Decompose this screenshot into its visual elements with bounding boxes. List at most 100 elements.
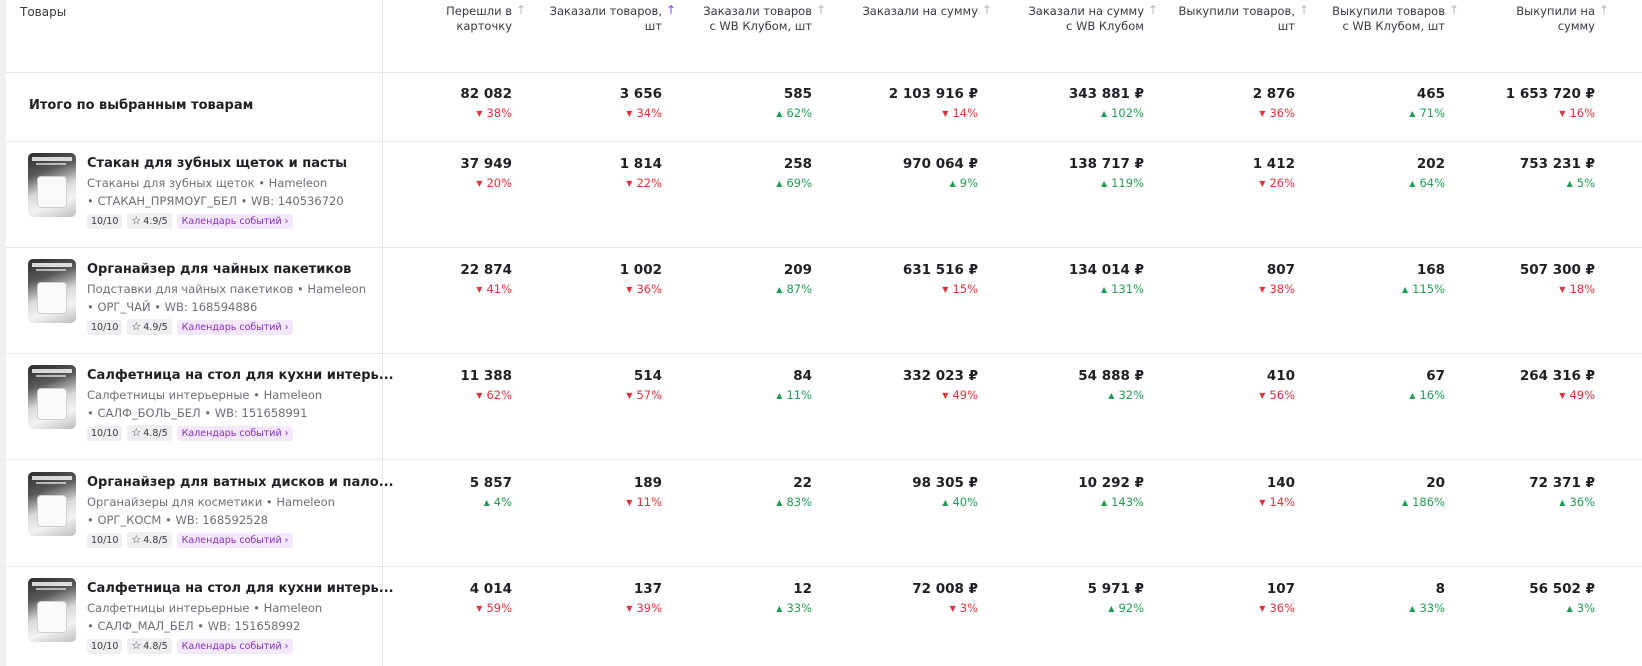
column-header-5[interactable]: Заказали на сумму с WB Клубом ↑ bbox=[1004, 3, 1158, 34]
row-divider bbox=[6, 353, 1642, 354]
triangle-down-icon: ▼ bbox=[1259, 109, 1266, 118]
product-cell-change: ▼ 56% bbox=[1155, 388, 1295, 402]
thumbnail-caption-bar bbox=[32, 263, 72, 267]
chevron-right-icon: › bbox=[281, 427, 289, 439]
product-name[interactable]: Органайзер для чайных пакетиков bbox=[87, 262, 352, 277]
product-cell-change: ▼ 49% bbox=[1455, 388, 1595, 402]
sort-arrow-up-icon[interactable]: ↑ bbox=[1298, 3, 1309, 17]
product-cell-value: 8 bbox=[1435, 581, 1445, 597]
product-name[interactable]: Салфетница на стол для кухни интерь... bbox=[87, 368, 394, 383]
product-name[interactable]: Органайзер для ватных дисков и пало... bbox=[87, 475, 394, 490]
product-name[interactable]: Стакан для зубных щеток и пасты bbox=[87, 156, 347, 171]
event-calendar-tag[interactable]: Календарь событий › bbox=[176, 319, 294, 335]
column-header-1[interactable]: Перешли в карточку ↑ bbox=[372, 3, 526, 34]
product-cell-value: 5 857 bbox=[469, 475, 512, 491]
product-sku: • САЛФ_МАЛ_БЕЛ • WB: 151658992 bbox=[87, 619, 301, 633]
thumbnail-caption-bar bbox=[32, 582, 72, 586]
product-cell-change: ▼ 11% bbox=[522, 495, 662, 509]
sort-arrow-up-icon[interactable]: ↑ bbox=[515, 3, 526, 17]
product-cell-change-text: 33% bbox=[786, 601, 812, 615]
product-cell-change-text: 33% bbox=[1419, 601, 1445, 615]
product-cell-change-text: 15% bbox=[952, 282, 978, 296]
product-thumbnail[interactable] bbox=[28, 259, 76, 323]
triangle-up-icon: ▲ bbox=[1100, 285, 1108, 294]
product-cell-change: ▲ 11% bbox=[672, 388, 812, 402]
column-header-8[interactable]: Выкупили на сумму ↑ bbox=[1455, 3, 1609, 34]
product-cell-change-text: 14% bbox=[1269, 495, 1295, 509]
triangle-up-icon: ▲ bbox=[1401, 498, 1409, 507]
triangle-up-icon: ▲ bbox=[776, 109, 783, 118]
product-tags: 10/10 ☆ 4.9/5 Календарь событий › bbox=[87, 319, 294, 335]
column-header-6[interactable]: Выкупили товаров, шт ↑ bbox=[1155, 3, 1309, 34]
product-cell-value: 98 305 ₽ bbox=[912, 475, 978, 491]
event-calendar-tag[interactable]: Календарь событий › bbox=[176, 425, 294, 441]
triangle-up-icon: ▲ bbox=[1401, 285, 1409, 294]
triangle-down-icon: ▼ bbox=[1559, 109, 1566, 118]
totals-cell-value: 82 082 bbox=[460, 86, 512, 102]
product-score-badge: 10/10 bbox=[87, 319, 123, 335]
product-cell-value: 189 bbox=[633, 475, 662, 491]
product-cell-value: 11 388 bbox=[460, 368, 512, 384]
product-cell-value: 631 516 ₽ bbox=[902, 262, 978, 278]
product-cell-value: 168 bbox=[1416, 262, 1445, 278]
sort-arrow-up-icon[interactable]: ↑ bbox=[665, 3, 676, 17]
product-cell-change-text: 41% bbox=[486, 282, 512, 296]
product-thumbnail[interactable] bbox=[28, 365, 76, 429]
product-cell-change: ▼ 62% bbox=[372, 388, 512, 402]
thumbnail-caption-bar bbox=[36, 482, 66, 484]
product-cell-change-text: 62% bbox=[486, 388, 512, 402]
event-calendar-tag-label: Календарь событий bbox=[181, 534, 282, 546]
product-category: Салфетницы интерьерные • Hameleon bbox=[87, 601, 323, 615]
triangle-up-icon: ▲ bbox=[1566, 179, 1573, 188]
triangle-up-icon: ▲ bbox=[1566, 604, 1573, 613]
thumbnail-product-shape bbox=[38, 496, 66, 526]
product-cell-change: ▲ 186% bbox=[1305, 495, 1445, 509]
event-calendar-tag[interactable]: Календарь событий › bbox=[176, 638, 294, 654]
triangle-down-icon: ▼ bbox=[1259, 498, 1266, 507]
event-calendar-tag[interactable]: Календарь событий › bbox=[176, 532, 294, 548]
product-rating-badge: ☆ 4.9/5 bbox=[127, 213, 172, 229]
product-cell-change: ▲ 143% bbox=[1004, 495, 1144, 509]
sort-arrow-up-icon[interactable]: ↑ bbox=[815, 3, 826, 17]
totals-cell-change: ▼ 14% bbox=[838, 106, 978, 120]
star-icon: ☆ bbox=[131, 214, 142, 227]
column-header-line2: шт bbox=[644, 19, 662, 33]
triangle-up-icon: ▲ bbox=[776, 498, 783, 507]
product-cell-change: ▲ 36% bbox=[1455, 495, 1595, 509]
product-thumbnail[interactable] bbox=[28, 472, 76, 536]
column-header-line2: с WB Клубом, шт bbox=[1342, 19, 1445, 33]
triangle-up-icon: ▲ bbox=[1409, 109, 1416, 118]
column-header-3[interactable]: Заказали товаров с WB Клубом, шт ↑ bbox=[672, 3, 826, 34]
product-cell-value: 514 bbox=[633, 368, 662, 384]
column-header-2[interactable]: Заказали товаров, шт ↑ bbox=[522, 3, 676, 34]
product-cell-value: 134 014 ₽ bbox=[1068, 262, 1144, 278]
sort-arrow-up-icon[interactable]: ↑ bbox=[981, 3, 992, 17]
product-thumbnail[interactable] bbox=[28, 578, 76, 642]
product-cell-change: ▼ 22% bbox=[522, 176, 662, 190]
product-cell-value: 209 bbox=[783, 262, 812, 278]
event-calendar-tag-label: Календарь событий bbox=[181, 215, 282, 227]
sort-arrow-up-icon[interactable]: ↑ bbox=[1598, 3, 1609, 17]
product-cell-change: ▼ 38% bbox=[1155, 282, 1295, 296]
triangle-up-icon: ▲ bbox=[1100, 109, 1108, 118]
product-name[interactable]: Салфетница на стол для кухни интерь... bbox=[87, 581, 394, 596]
product-cell-value: 507 300 ₽ bbox=[1519, 262, 1595, 278]
totals-cell-change: ▼ 16% bbox=[1455, 106, 1595, 120]
totals-cell-value: 465 bbox=[1416, 86, 1445, 102]
sort-arrow-up-icon[interactable]: ↑ bbox=[1147, 3, 1158, 17]
product-cell-change: ▼ 14% bbox=[1155, 495, 1295, 509]
event-calendar-tag[interactable]: Календарь событий › bbox=[176, 213, 294, 229]
product-thumbnail[interactable] bbox=[28, 153, 76, 217]
sort-arrow-up-icon[interactable]: ↑ bbox=[1448, 3, 1459, 17]
totals-cell-change-text: 14% bbox=[952, 106, 978, 120]
column-header-7[interactable]: Выкупили товаров с WB Клубом, шт ↑ bbox=[1305, 3, 1459, 34]
thumbnail-product-shape bbox=[38, 602, 66, 632]
triangle-down-icon: ▼ bbox=[626, 604, 633, 613]
column-header-4[interactable]: Заказали на сумму ↑ bbox=[838, 3, 992, 19]
product-cell-value: 37 949 bbox=[460, 156, 512, 172]
product-cell-value: 107 bbox=[1266, 581, 1295, 597]
triangle-down-icon: ▼ bbox=[476, 391, 483, 400]
column-header-products[interactable]: Товары bbox=[20, 5, 67, 19]
product-cell-change-text: 92% bbox=[1118, 601, 1144, 615]
row-divider bbox=[6, 566, 1642, 567]
